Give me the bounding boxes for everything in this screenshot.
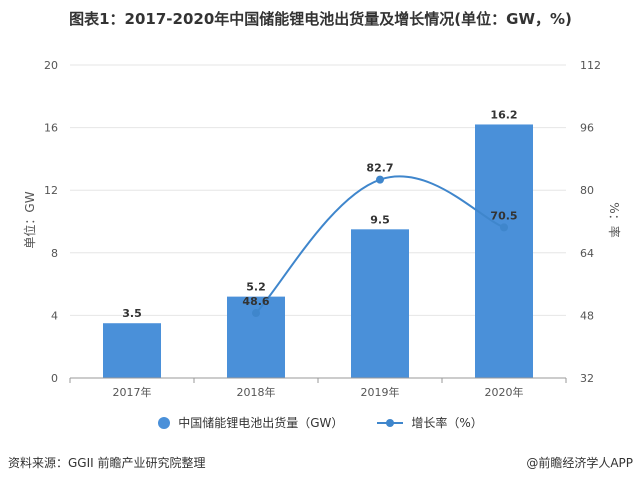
line-series: 48.6 82.7 70.5 <box>242 162 518 318</box>
x-tick-label: 2020年 <box>485 385 524 399</box>
x-tick-label: 2019年 <box>361 385 400 399</box>
bar-value-label: 16.2 <box>490 108 517 121</box>
y-tick-label: 12 <box>44 184 58 197</box>
legend-label-shipment: 中国储能锂电池出货量（GW） <box>178 416 344 430</box>
legend-label-growth: 增长率（%） <box>411 416 483 430</box>
bar-series: 3.5 5.2 9.5 16.2 <box>103 108 533 378</box>
legend: 中国储能锂电池出货量（GW） 增长率（%） <box>0 414 641 431</box>
y-tick-label: 20 <box>44 59 58 72</box>
x-axis: 2017年 2018年 2019年 2020年 <box>69 377 567 399</box>
legend-item-shipment[interactable]: 中国储能锂电池出货量（GW） <box>158 414 343 431</box>
growth-value-label: 48.6 <box>242 295 269 308</box>
legend-bar-swatch <box>158 416 171 429</box>
y2-tick-label: 112 <box>580 59 601 72</box>
y-axis-left: 0 4 8 12 16 20 <box>44 59 58 385</box>
credit-note: @前瞻经济学人APP <box>526 456 633 470</box>
y-tick-label: 0 <box>51 372 58 385</box>
y2-tick-label: 48 <box>580 309 594 322</box>
growth-point <box>376 175 384 184</box>
bar <box>227 296 285 378</box>
growth-value-label: 82.7 <box>366 162 393 175</box>
y-axis-label: 单位：GW <box>22 191 37 248</box>
y2-tick-label: 64 <box>580 247 594 260</box>
y2-axis-label: %：率 <box>607 202 622 237</box>
y2-tick-label: 80 <box>580 184 594 197</box>
legend-item-growth[interactable]: 增长率（%） <box>377 414 483 431</box>
bar <box>103 323 161 378</box>
x-tick-label: 2017年 <box>113 385 152 399</box>
bar-value-label: 5.2 <box>246 281 266 294</box>
y-axis-right: 32 48 64 80 96 112 <box>580 59 601 385</box>
y-tick-label: 8 <box>51 247 58 260</box>
chart-title: 图表1：2017-2020年中国储能锂电池出货量及增长情况(单位：GW，%) <box>69 10 572 28</box>
bar <box>475 124 533 378</box>
y2-tick-label: 96 <box>580 122 594 135</box>
bar-value-label: 9.5 <box>370 213 390 226</box>
bar <box>351 229 409 378</box>
growth-value-label: 70.5 <box>490 209 517 222</box>
growth-point <box>500 223 508 232</box>
growth-point <box>252 309 260 318</box>
legend-line-swatch <box>377 417 404 429</box>
y2-tick-label: 32 <box>580 372 594 385</box>
x-tick-label: 2018年 <box>237 385 276 399</box>
y-tick-label: 4 <box>51 309 58 322</box>
bar-value-label: 3.5 <box>122 307 142 320</box>
source-note: 资料来源：GGII 前瞻产业研究院整理 <box>8 456 206 470</box>
y-tick-label: 16 <box>44 122 58 135</box>
